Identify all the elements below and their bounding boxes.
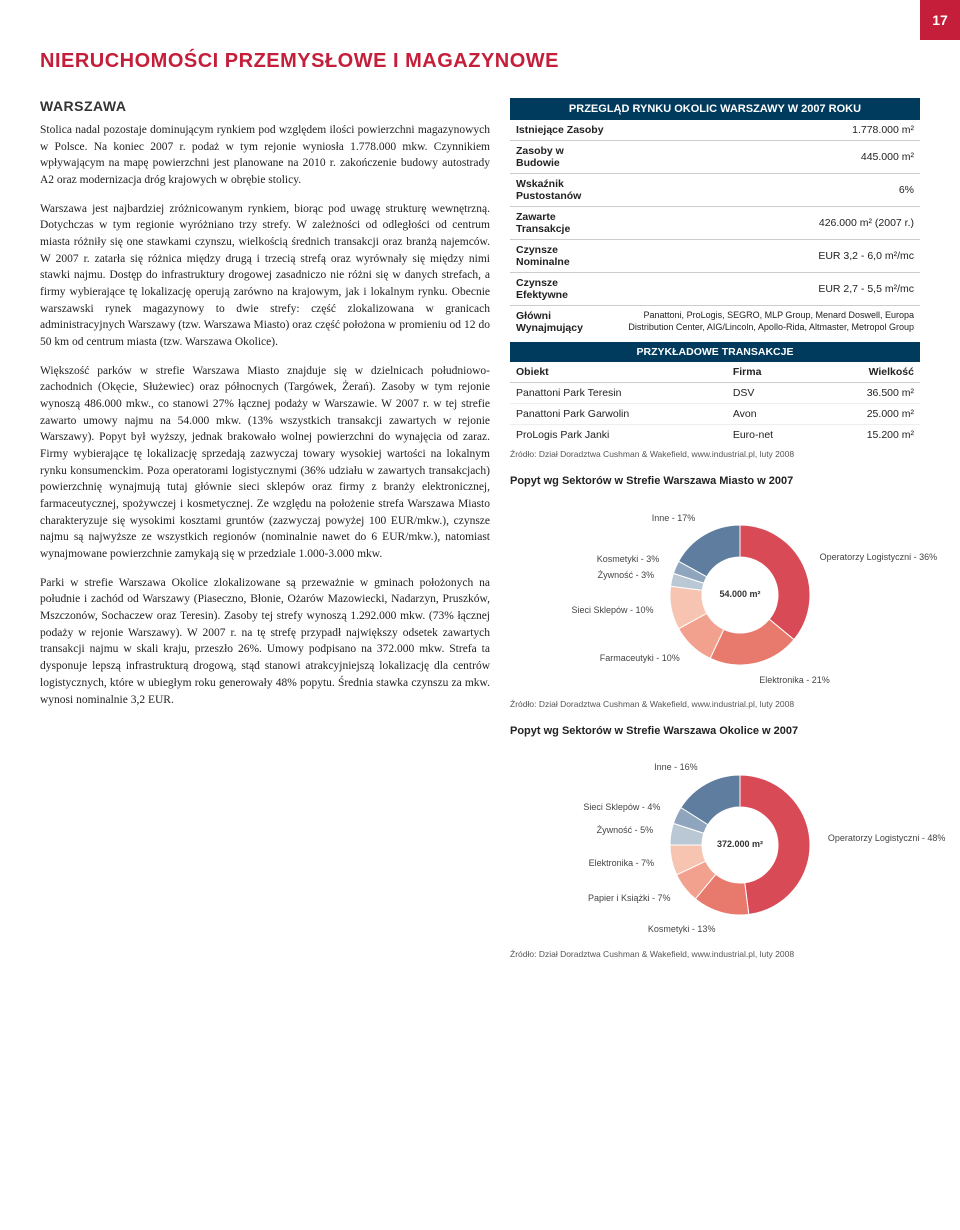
slice-label: Kosmetyki - 3% — [597, 554, 660, 564]
overview-label: Zawarte Transakcje — [510, 207, 613, 240]
chart1-source: Źródło: Dział Doradztwa Cushman & Wakefi… — [510, 699, 920, 709]
trans-cell: ProLogis Park Janki — [510, 425, 727, 446]
slice-label: Papier i Książki - 7% — [588, 893, 671, 903]
chart2-donut: Operatorzy Logistyczni - 48%Kosmetyki - … — [510, 745, 920, 945]
slice-label: Żywność - 5% — [597, 825, 654, 835]
overview-value: Panattoni, ProLogis, SEGRO, MLP Group, M… — [613, 306, 920, 339]
transactions-table: Obiekt Firma Wielkość Panattoni Park Ter… — [510, 362, 920, 445]
section-title: NIERUCHOMOŚCI PRZEMYSŁOWE I MAGAZYNOWE — [40, 50, 920, 73]
overview-label: Główni Wynajmujący — [510, 306, 613, 339]
overview-source: Źródło: Dział Doradztwa Cushman & Wakefi… — [510, 449, 920, 459]
donut-slice — [740, 525, 810, 640]
slice-label: Sieci Sklepów - 10% — [572, 605, 654, 615]
trans-col-2: Wielkość — [817, 362, 920, 383]
overview-header: PRZEGLĄD RYNKU OKOLIC WARSZAWY W 2007 RO… — [510, 98, 920, 120]
trans-cell: Avon — [727, 404, 818, 425]
slice-label: Inne - 16% — [654, 762, 698, 772]
trans-cell: Panattoni Park Garwolin — [510, 404, 727, 425]
donut-center-label: 54.000 m² — [710, 589, 770, 599]
overview-label: Czynsze Nominalne — [510, 240, 613, 273]
chart1-title: Popyt wg Sektorów w Strefie Warszawa Mia… — [510, 475, 920, 487]
page-number: 17 — [920, 0, 960, 40]
slice-label: Operatorzy Logistyczni - 36% — [820, 552, 938, 562]
slice-label: Żywność - 3% — [598, 570, 655, 580]
trans-col-0: Obiekt — [510, 362, 727, 383]
subsection-title: WARSZAWA — [40, 98, 490, 114]
trans-cell: Panattoni Park Teresin — [510, 383, 727, 404]
overview-value: EUR 3,2 - 6,0 m²/mc — [613, 240, 920, 273]
trans-col-1: Firma — [727, 362, 818, 383]
chart2-title: Popyt wg Sektorów w Strefie Warszawa Oko… — [510, 725, 920, 737]
transactions-header: PRZYKŁADOWE TRANSAKCJE — [510, 342, 920, 362]
overview-label: Istniejące Zasoby — [510, 120, 613, 141]
left-column: WARSZAWA Stolica nadal pozostaje dominuj… — [40, 98, 490, 975]
overview-value: 1.778.000 m² — [613, 120, 920, 141]
slice-label: Inne - 17% — [652, 513, 696, 523]
trans-cell: 15.200 m² — [817, 425, 920, 446]
overview-label: Wskaźnik Pustostanów — [510, 174, 613, 207]
slice-label: Elektronika - 21% — [759, 675, 830, 685]
paragraph-3: Większość parków w strefie Warszawa Mias… — [40, 363, 490, 563]
paragraph-2: Warszawa jest najbardziej zróżnicowanym … — [40, 201, 490, 351]
trans-cell: Euro-net — [727, 425, 818, 446]
overview-value: EUR 2,7 - 5,5 m²/mc — [613, 273, 920, 306]
overview-label: Zasoby w Budowie — [510, 141, 613, 174]
slice-label: Kosmetyki - 13% — [648, 924, 716, 934]
trans-cell: 25.000 m² — [817, 404, 920, 425]
trans-cell: DSV — [727, 383, 818, 404]
slice-label: Operatorzy Logistyczni - 48% — [828, 833, 946, 843]
slice-label: Elektronika - 7% — [589, 858, 655, 868]
slice-label: Sieci Sklepów - 4% — [583, 802, 660, 812]
trans-cell: 36.500 m² — [817, 383, 920, 404]
slice-label: Farmaceutyki - 10% — [600, 653, 680, 663]
overview-value: 445.000 m² — [613, 141, 920, 174]
overview-value: 6% — [613, 174, 920, 207]
chart1-donut: Operatorzy Logistyczni - 36%Elektronika … — [510, 495, 920, 695]
market-overview-table: PRZEGLĄD RYNKU OKOLIC WARSZAWY W 2007 RO… — [510, 98, 920, 338]
overview-value: 426.000 m² (2007 r.) — [613, 207, 920, 240]
chart2-source: Źródło: Dział Doradztwa Cushman & Wakefi… — [510, 949, 920, 959]
paragraph-1: Stolica nadal pozostaje dominującym rynk… — [40, 122, 490, 189]
right-column: PRZEGLĄD RYNKU OKOLIC WARSZAWY W 2007 RO… — [510, 98, 920, 975]
donut-center-label: 372.000 m² — [710, 839, 770, 849]
overview-label: Czynsze Efektywne — [510, 273, 613, 306]
paragraph-4: Parki w strefie Warszawa Okolice zlokali… — [40, 575, 490, 708]
